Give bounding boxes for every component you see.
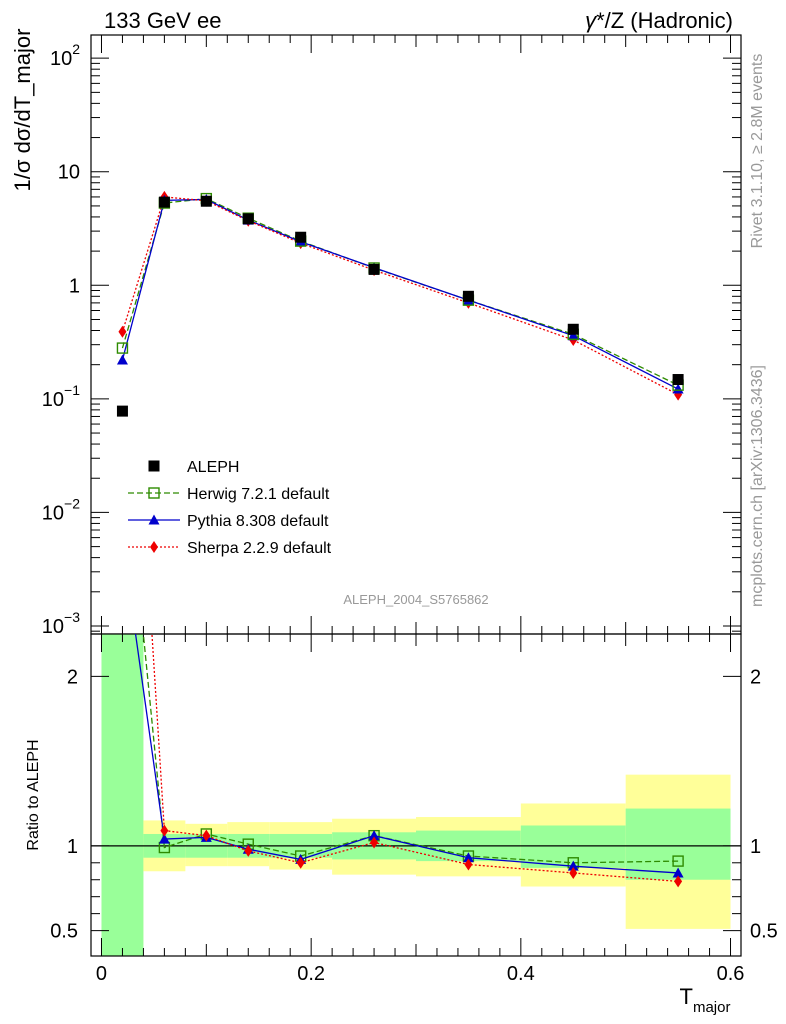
ratio-point-2-2 bbox=[202, 829, 211, 842]
ratio-y-label-right-2: 0.5 bbox=[750, 921, 778, 943]
y-axis-title-main-base: 1/σ dσ/dT_major bbox=[10, 29, 35, 192]
ratio-y-label-right-1: 1 bbox=[750, 836, 761, 858]
header-right: γ*/Z (Hadronic) bbox=[585, 8, 733, 33]
main-series-markers-0 bbox=[116, 195, 684, 417]
mcplots-label: mcplots.cern.ch [arXiv:1306.3436] bbox=[749, 365, 766, 607]
legend: ALEPH Herwig 7.2.1 default Pythia 8.308 de… bbox=[128, 459, 332, 557]
ratio-point-2-7 bbox=[569, 866, 578, 879]
x-axis-title-base: T bbox=[680, 984, 693, 1009]
x-axis-title: Tmajor bbox=[680, 984, 731, 1016]
y-tick-label-3: 10−1 bbox=[42, 382, 80, 411]
main-point-0-0 bbox=[116, 405, 128, 417]
main-series-markers-3 bbox=[118, 190, 683, 401]
legend-label-2: Pythia 8.308 default bbox=[187, 513, 329, 530]
legend-marker-3 bbox=[150, 541, 158, 553]
header-right-gamma: γ bbox=[585, 8, 598, 33]
ratio-point-0-8 bbox=[672, 855, 684, 867]
legend-marker-1 bbox=[148, 487, 160, 499]
y-tick-label-2: 1 bbox=[69, 275, 80, 297]
stat-uncertainty-band-0 bbox=[101, 634, 144, 956]
y-tick-label-exp: −2 bbox=[64, 495, 80, 511]
y-tick-label-5: 10−3 bbox=[42, 609, 80, 638]
analysis-watermark: ALEPH_2004_S5765862 bbox=[343, 592, 488, 607]
ratio-point-1-7 bbox=[567, 860, 579, 871]
main-point-0-2 bbox=[200, 195, 212, 207]
ratio-point-2-3 bbox=[244, 844, 253, 857]
y-tick-label-0: 102 bbox=[50, 41, 80, 70]
ratio-y-label-left-2: 0.5 bbox=[50, 921, 78, 943]
header-left: 133 GeV ee bbox=[104, 8, 221, 33]
ratio-bands bbox=[101, 634, 731, 956]
y-tick-label-base: 10 bbox=[42, 616, 64, 638]
legend-label-3: Sherpa 2.2.9 default bbox=[187, 540, 332, 557]
ratio-series bbox=[134, 634, 684, 888]
y-tick-label-base: 10 bbox=[42, 389, 64, 411]
legend-label-0: ALEPH bbox=[187, 459, 239, 476]
ratio-y-label-right-0: 2 bbox=[750, 666, 761, 688]
x-tick-label-1: 0.2 bbox=[297, 963, 325, 985]
header-right-rest: */Z (Hadronic) bbox=[596, 8, 733, 33]
ratio-point-2-1 bbox=[160, 824, 169, 837]
y-tick-label-4: 10−2 bbox=[42, 495, 80, 524]
y-axis-title-ratio: Ratio to ALEPH bbox=[25, 739, 42, 850]
ratio-y-label-left-1: 1 bbox=[67, 836, 78, 858]
y-tick-label-1: 10 bbox=[58, 162, 80, 184]
main-series-2 bbox=[121, 198, 679, 390]
x-tick-label-3: 0.6 bbox=[717, 963, 745, 985]
ratio-point-2-5 bbox=[370, 836, 379, 849]
main-point-0-7 bbox=[567, 323, 579, 335]
y-tick-label-exp: −3 bbox=[64, 609, 80, 625]
main-point-2-8 bbox=[672, 383, 684, 394]
ratio-point-2-8 bbox=[674, 875, 683, 888]
main-point-2-7 bbox=[567, 330, 579, 341]
y-axis-title-main: 1/σ dσ/dT_major bbox=[10, 29, 35, 192]
main-point-0-8 bbox=[672, 374, 684, 386]
legend-label-1: Herwig 7.2.1 default bbox=[187, 486, 330, 503]
main-point-0-1 bbox=[158, 196, 170, 208]
main-series-3 bbox=[121, 196, 679, 396]
ratio-panel: 0 0.2 0.4 0.6 2 2 1 1 0.5 0.5 bbox=[50, 633, 778, 985]
ratio-point-1-6 bbox=[462, 852, 474, 863]
y-tick-label-base: 10 bbox=[42, 502, 64, 524]
ratio-point-1-1 bbox=[158, 833, 170, 844]
main-series-line-3 bbox=[121, 196, 679, 396]
main-series-markers-1 bbox=[116, 192, 684, 391]
ratio-point-2-4 bbox=[296, 856, 305, 869]
ratio-y-label-left-0: 2 bbox=[67, 666, 78, 688]
legend-marker-2 bbox=[148, 514, 160, 525]
y-tick-label-exp: 2 bbox=[72, 41, 80, 57]
main-series-line-2 bbox=[121, 198, 679, 390]
main-point-2-0 bbox=[116, 354, 128, 365]
main-series-line-1 bbox=[121, 197, 679, 386]
main-point-0-3 bbox=[242, 213, 254, 225]
main-point-0-6 bbox=[462, 290, 474, 302]
legend-item-3: Sherpa 2.2.9 default bbox=[128, 540, 332, 557]
ratio-point-2-6 bbox=[464, 858, 473, 871]
main-series-1 bbox=[121, 197, 679, 386]
x-tick-label-0: 0 bbox=[96, 963, 107, 985]
rivet-label: Rivet 3.1.10, ≥ 2.8M events bbox=[749, 54, 766, 249]
x-tick-label-2: 0.4 bbox=[507, 963, 535, 985]
ratio-point-1-8 bbox=[672, 867, 684, 878]
x-axis-title-sub: major bbox=[693, 999, 731, 1016]
main-series-markers-2 bbox=[116, 193, 684, 394]
legend-item-2: Pythia 8.308 default bbox=[128, 513, 329, 530]
legend-marker-0 bbox=[148, 460, 160, 472]
main-point-0-5 bbox=[368, 263, 380, 275]
y-tick-label-exp: −1 bbox=[64, 382, 80, 398]
legend-item-1: Herwig 7.2.1 default bbox=[128, 486, 330, 503]
main-point-3-0 bbox=[118, 325, 127, 338]
main-point-0-4 bbox=[295, 231, 307, 243]
y-tick-label-base: 10 bbox=[50, 48, 72, 70]
legend-item-0: ALEPH bbox=[148, 459, 239, 476]
ratio-point-1-5 bbox=[368, 830, 380, 841]
main-point-1-0 bbox=[116, 342, 129, 354]
